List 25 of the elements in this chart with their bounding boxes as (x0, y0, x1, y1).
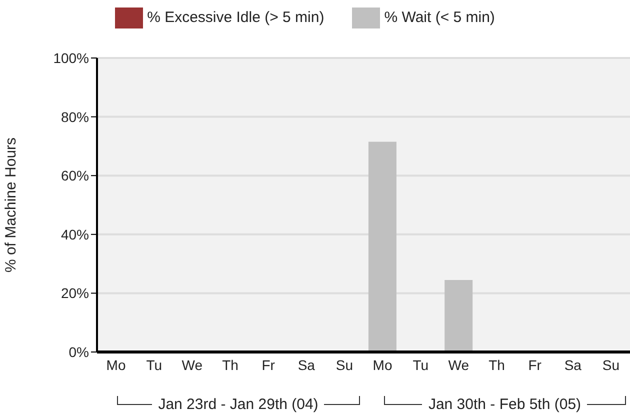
x-tick-label: Sa (564, 356, 582, 373)
x-tick-label: Su (336, 356, 354, 373)
y-tick-label: 40% (60, 226, 89, 242)
y-tick-label: 0% (68, 344, 89, 360)
x-tick-label: Th (488, 356, 505, 373)
x-tick-label: Mo (106, 356, 126, 373)
y-axis-title: % of Machine Hours (2, 137, 20, 273)
legend-label: % Wait (< 5 min) (384, 8, 495, 26)
y-tick-label: 80% (60, 108, 89, 125)
y-tick-label: 20% (60, 285, 89, 302)
legend-label: % Excessive Idle (> 5 min) (147, 8, 324, 26)
text: Jan 23rd - Jan 29th (04) (152, 396, 324, 413)
x-tick-label: Su (602, 356, 620, 373)
x-tick-label: Fr (528, 356, 542, 373)
y-tick-label: 100% (53, 50, 89, 66)
x-tick-label: We (448, 356, 470, 373)
x-tick-label: Tu (146, 356, 162, 373)
x-tick-label: Tu (412, 356, 429, 373)
x-tick-label: Th (222, 356, 238, 373)
y-tick-label: 60% (60, 168, 89, 184)
x-tick-label: Mo (372, 356, 392, 373)
x-tick-label: Sa (298, 356, 316, 373)
x-tick-label: We (182, 356, 203, 373)
x-tick-label: Fr (262, 356, 276, 373)
text: Jan 30th - Feb 5th (05) (422, 396, 588, 413)
